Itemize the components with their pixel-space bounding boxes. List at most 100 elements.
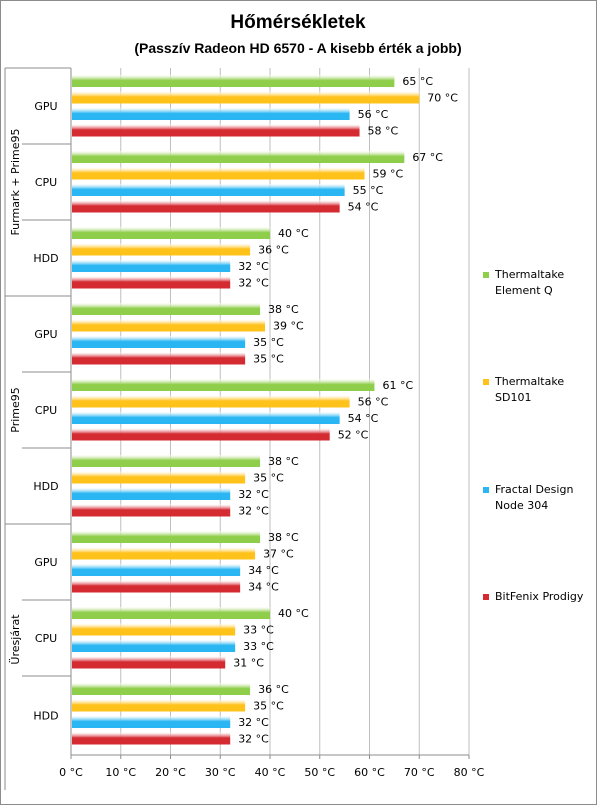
legend-label: Fractal Design (495, 483, 573, 496)
bar (72, 683, 251, 695)
data-label: 54 °C (348, 201, 379, 214)
bar (72, 352, 246, 365)
bar (72, 488, 231, 500)
data-label: 52 °C (338, 429, 369, 442)
x-tick-label: 50 °C (304, 766, 335, 779)
legend-label: Thermaltake (494, 268, 564, 281)
bar (72, 91, 420, 104)
bar (72, 607, 270, 619)
bar (72, 184, 345, 196)
bar (72, 580, 241, 593)
group-label: Prime95 (9, 387, 22, 433)
data-label: 56 °C (358, 396, 389, 409)
data-label: 34 °C (248, 581, 279, 594)
bar (72, 395, 350, 408)
data-label: 38 °C (268, 531, 299, 544)
data-label: 36 °C (258, 683, 289, 696)
data-label: 32 °C (238, 733, 269, 746)
group-label: Furmark + Prime95 (9, 128, 22, 235)
legend-label: Element Q (495, 284, 553, 297)
data-label: 32 °C (238, 505, 269, 518)
bar (72, 732, 231, 745)
legend-swatch (483, 272, 489, 278)
data-label: 56 °C (358, 108, 389, 121)
x-tick-label: 10 °C (105, 766, 136, 779)
data-label: 36 °C (258, 244, 289, 257)
data-label: 38 °C (268, 303, 299, 316)
data-label: 40 °C (278, 607, 309, 620)
bar (72, 623, 236, 636)
bar (72, 227, 270, 239)
bar (72, 336, 246, 348)
category-label: GPU (34, 328, 57, 341)
bar (72, 167, 365, 180)
bar (72, 276, 231, 289)
legend-swatch (483, 379, 489, 385)
chart-subtitle: (Passzív Radeon HD 6570 - A kisebb érték… (134, 40, 461, 56)
category-label: GPU (34, 556, 57, 569)
bar (72, 303, 261, 315)
data-label: 35 °C (253, 700, 284, 713)
bar (72, 243, 251, 256)
bar (72, 200, 340, 213)
legend-label: Thermaltake (494, 375, 564, 388)
bar (72, 260, 231, 272)
bar (72, 428, 330, 441)
x-tick-label: 40 °C (255, 766, 286, 779)
data-label: 33 °C (243, 624, 274, 637)
bar (72, 547, 256, 560)
legend-swatch (483, 594, 489, 600)
category-label: CPU (35, 632, 57, 645)
legend-label: BitFenix Prodigy (495, 590, 584, 603)
data-label: 33 °C (243, 640, 274, 653)
data-label: 40 °C (278, 227, 309, 240)
bar (72, 379, 375, 391)
bar (72, 108, 350, 120)
data-label: 31 °C (233, 657, 264, 670)
bar (72, 699, 246, 712)
bar (72, 412, 340, 424)
category-label: CPU (35, 404, 57, 417)
bar (72, 455, 261, 467)
category-label: HDD (33, 480, 58, 493)
data-label: 37 °C (263, 548, 294, 561)
legend-swatch (483, 487, 489, 493)
bar (72, 319, 266, 332)
bar (72, 124, 360, 137)
data-label: 61 °C (382, 379, 413, 392)
data-label: 59 °C (373, 168, 404, 181)
data-label: 55 °C (353, 184, 384, 197)
bar (72, 564, 241, 576)
data-label: 32 °C (238, 277, 269, 290)
data-label: 35 °C (253, 353, 284, 366)
data-label: 32 °C (238, 260, 269, 273)
data-label: 32 °C (238, 716, 269, 729)
x-tick-label: 60 °C (354, 766, 385, 779)
category-label: GPU (34, 100, 57, 113)
data-label: 39 °C (273, 320, 304, 333)
data-label: 67 °C (412, 151, 443, 164)
bar (72, 531, 261, 543)
bar (72, 504, 231, 517)
data-label: 70 °C (427, 92, 458, 105)
legend-label: SD101 (495, 391, 531, 404)
bar (72, 656, 226, 669)
category-label: HDD (33, 252, 58, 265)
bar (72, 640, 236, 652)
chart-title: Hőmérsékletek (230, 12, 366, 33)
group-label: Üresjárat (9, 614, 22, 665)
data-label: 35 °C (253, 336, 284, 349)
data-label: 35 °C (253, 472, 284, 485)
legend-label: Node 304 (495, 499, 548, 512)
x-tick-label: 0 °C (59, 766, 83, 779)
x-tick-label: 30 °C (205, 766, 236, 779)
bar (72, 471, 246, 484)
data-label: 65 °C (402, 75, 433, 88)
data-label: 54 °C (348, 412, 379, 425)
category-label: CPU (35, 176, 57, 189)
bar (72, 716, 231, 728)
data-label: 34 °C (248, 564, 279, 577)
data-label: 32 °C (238, 488, 269, 501)
x-tick-label: 70 °C (404, 766, 435, 779)
